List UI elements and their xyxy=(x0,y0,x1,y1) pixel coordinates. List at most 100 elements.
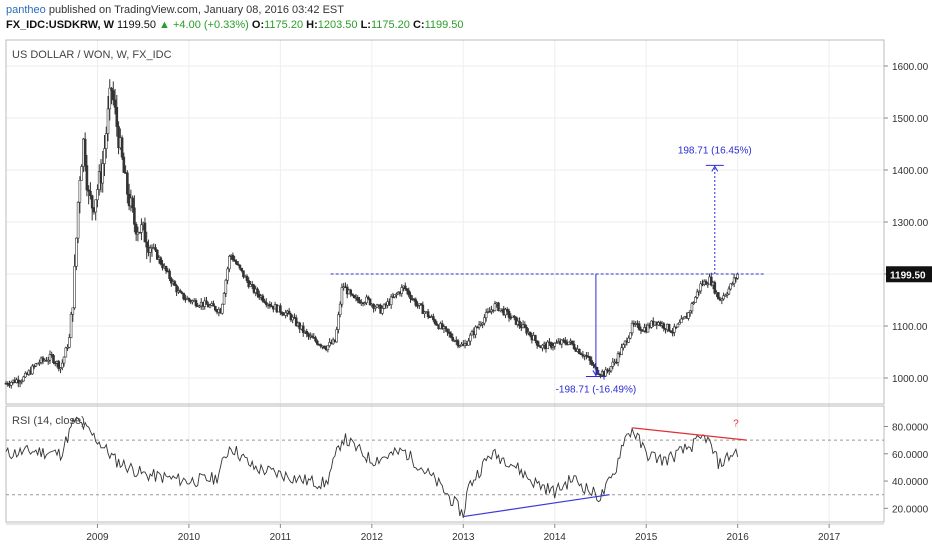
candle-body xyxy=(140,224,143,233)
candle-body xyxy=(155,249,159,260)
candle-body xyxy=(389,296,393,305)
candle-body xyxy=(113,99,117,108)
candle-body xyxy=(48,354,52,361)
candle-body xyxy=(639,329,643,331)
candle-body xyxy=(307,333,310,337)
candle-body xyxy=(212,303,215,307)
candle-body xyxy=(365,296,368,304)
candle-body xyxy=(85,165,89,191)
candle-body xyxy=(706,283,710,286)
candle-body xyxy=(476,326,479,329)
candle-body xyxy=(572,343,576,350)
candle-body xyxy=(433,319,437,325)
candle-body xyxy=(549,342,553,348)
author-link[interactable]: pantheo xyxy=(6,4,46,16)
candle-body xyxy=(713,282,717,294)
candle-body xyxy=(164,265,168,272)
candle-body xyxy=(704,280,708,285)
candle-body xyxy=(305,331,309,335)
candle-body xyxy=(717,292,720,300)
candle-body xyxy=(356,297,360,301)
candle-body xyxy=(673,326,676,333)
rsi-bullish-divergence-line xyxy=(463,494,610,518)
last-price-tag-label: 1199.50 xyxy=(890,270,926,281)
candle-body xyxy=(352,295,356,299)
candle-body xyxy=(469,334,472,342)
ohlc-bar: FX_IDC:USDKRW, W 1199.50 ▲ +4.00 (+0.33%… xyxy=(6,19,464,31)
candle-body xyxy=(372,303,375,309)
candle-body xyxy=(627,337,630,343)
candle-body xyxy=(440,323,444,330)
candle-body xyxy=(421,304,425,315)
candle-body xyxy=(590,360,593,365)
low-label: L: xyxy=(360,19,371,31)
up-arrow-head xyxy=(711,165,719,172)
candle-body xyxy=(87,189,90,192)
candle-body xyxy=(287,310,291,315)
candle-body xyxy=(720,298,724,301)
candle-body xyxy=(66,347,69,349)
candle-body xyxy=(597,373,601,376)
candle-body xyxy=(34,363,38,367)
candle-body xyxy=(505,309,509,312)
candle-body xyxy=(182,292,185,300)
candle-body xyxy=(73,265,76,309)
candle-body xyxy=(690,303,694,312)
price-tick-label: 1600.00 xyxy=(892,62,929,73)
candle-body xyxy=(247,280,251,288)
candle-body xyxy=(178,290,182,293)
candle-body xyxy=(198,305,201,308)
candle-body xyxy=(31,365,34,375)
candle-body xyxy=(134,224,138,235)
candle-body xyxy=(62,356,66,364)
candle-body xyxy=(52,355,55,363)
candle-body xyxy=(115,107,119,127)
candle-body xyxy=(405,288,409,292)
candle-body xyxy=(564,340,567,344)
candle-body xyxy=(725,293,729,296)
candle-body xyxy=(228,256,231,270)
candle-body xyxy=(474,326,477,335)
rsi-tick-label: 60.0000 xyxy=(892,450,929,461)
candle-body xyxy=(238,264,242,269)
candle-body xyxy=(724,294,727,297)
candle-body xyxy=(623,340,627,345)
rsi-bearish-divergence-line xyxy=(632,427,747,441)
axes: 1000.001100.001200.001300.001400.001500.… xyxy=(86,62,932,543)
candle-body xyxy=(280,312,284,315)
candle-body xyxy=(284,312,287,316)
candle-body xyxy=(535,340,539,346)
candle-body xyxy=(528,331,532,336)
candle-body xyxy=(368,298,372,306)
candle-body xyxy=(279,305,282,313)
up-measure-label: 198.71 (16.45%) xyxy=(678,145,752,156)
candle-body xyxy=(60,362,64,368)
candle-body xyxy=(111,90,115,101)
candle-body xyxy=(94,199,97,213)
candle-body xyxy=(319,344,323,347)
candle-body xyxy=(681,317,685,320)
candle-body xyxy=(451,337,455,342)
candle-body xyxy=(611,361,615,367)
candle-body xyxy=(245,275,249,281)
candle-body xyxy=(326,345,330,351)
candle-body xyxy=(512,315,516,318)
candle-body xyxy=(553,342,557,347)
rsi-tick-label: 80.0000 xyxy=(892,422,929,433)
candle-body xyxy=(154,247,157,251)
candle-body xyxy=(416,304,419,307)
time-tick-label: 2016 xyxy=(727,532,750,543)
candle-body xyxy=(17,379,20,384)
candle-body xyxy=(534,335,537,341)
candle-body xyxy=(261,295,265,302)
candle-body xyxy=(367,296,370,300)
candle-body xyxy=(18,381,22,384)
candle-body xyxy=(50,354,54,356)
candle-body xyxy=(560,339,564,345)
candle-body xyxy=(493,303,497,311)
candle-body xyxy=(138,231,141,234)
high-value: 1203.50 xyxy=(317,19,358,31)
candle-body xyxy=(514,316,518,325)
candle-body xyxy=(122,156,126,173)
